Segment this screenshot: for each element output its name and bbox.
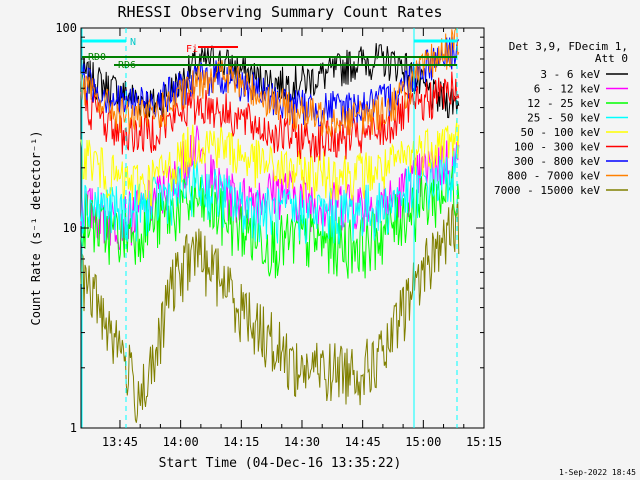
y-axis-label: Count Rate (s⁻¹ detector⁻¹) bbox=[29, 130, 43, 325]
legend-label: 6 - 12 keV bbox=[534, 83, 601, 96]
series-line bbox=[80, 43, 460, 119]
series-line bbox=[80, 27, 460, 137]
plot-area: N RD0 RD6 Fi bbox=[80, 27, 485, 429]
y-tick-label: 10 bbox=[63, 221, 77, 235]
legend-header-line-2: Att 0 bbox=[595, 52, 628, 65]
flare-label: Fi bbox=[186, 44, 198, 55]
y-tick-label: 1 bbox=[70, 421, 77, 435]
x-tick-label: 14:45 bbox=[345, 435, 381, 449]
legend-header-line-1: Det 3,9, FDecim 1, bbox=[509, 40, 628, 53]
legend-label: 25 - 50 keV bbox=[527, 112, 600, 125]
rd6-label: RD6 bbox=[118, 60, 136, 71]
night-label: N bbox=[130, 37, 136, 48]
y-tick-label: 100 bbox=[55, 21, 77, 35]
series-line bbox=[80, 71, 460, 163]
x-tick-label: 13:45 bbox=[102, 435, 138, 449]
series-layer bbox=[80, 27, 460, 423]
generation-timestamp: 1-Sep-2022 18:45 bbox=[559, 468, 636, 477]
x-tick-label: 15:15 bbox=[466, 435, 502, 449]
x-tick-label: 14:15 bbox=[223, 435, 259, 449]
x-tick-label: 15:00 bbox=[405, 435, 441, 449]
chart-title: RHESSI Observing Summary Count Rates bbox=[117, 3, 442, 21]
x-axis-label: Start Time (04-Dec-16 13:35:22) bbox=[159, 456, 402, 471]
rd0-label: RD0 bbox=[88, 52, 106, 63]
legend-label: 300 - 800 keV bbox=[514, 155, 600, 168]
legend: Det 3,9, FDecim 1, Att 0 3 - 6 keV 6 - 12… bbox=[494, 40, 628, 197]
overlay-layer: N RD0 RD6 Fi bbox=[81, 28, 458, 428]
legend-label: 12 - 25 keV bbox=[527, 97, 600, 110]
legend-label: 7000 - 15000 keV bbox=[494, 184, 600, 197]
series-line bbox=[80, 119, 460, 207]
legend-label: 100 - 300 keV bbox=[514, 141, 600, 154]
series-line bbox=[80, 201, 460, 423]
series-line bbox=[80, 36, 460, 128]
legend-label: 800 - 7000 keV bbox=[507, 170, 600, 183]
x-axis: 13:45 14:00 14:15 14:30 14:45 15:00 15:15 bbox=[102, 28, 502, 449]
y-axis: 1 10 100 bbox=[55, 21, 484, 435]
series-line bbox=[80, 146, 460, 245]
x-tick-label: 14:00 bbox=[163, 435, 199, 449]
legend-label: 50 - 100 keV bbox=[521, 126, 601, 139]
legend-label: 3 - 6 keV bbox=[540, 68, 600, 81]
x-tick-label: 14:30 bbox=[284, 435, 320, 449]
